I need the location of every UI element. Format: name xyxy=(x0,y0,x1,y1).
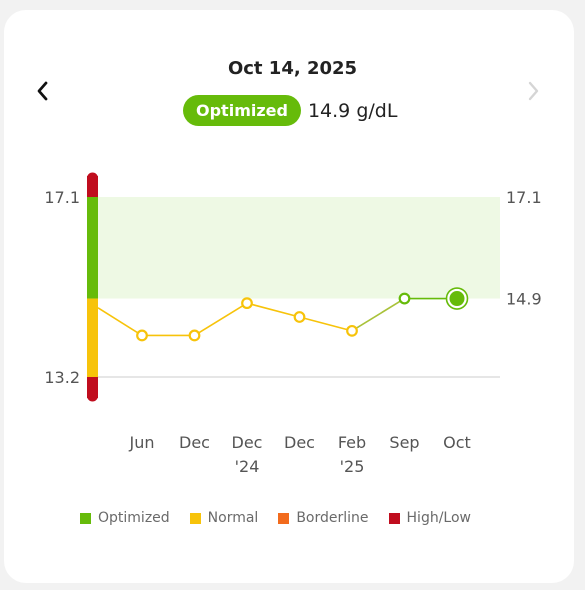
x-tick-label: Dec xyxy=(232,433,263,452)
x-tick-label-year: '25 xyxy=(340,457,365,476)
line-chart: 17.1 13.2 17.1 14.9 Jun Dec Dec '24 Dec Feb '25 Sep… xyxy=(44,172,542,476)
x-tick-label: Oct xyxy=(443,433,471,452)
range-bar-cap-bottom xyxy=(87,390,98,402)
legend-label: High/Low xyxy=(406,510,471,526)
legend-label: Normal xyxy=(207,510,259,526)
series-line-segment xyxy=(194,302,248,337)
data-point xyxy=(398,292,411,305)
range-bar-normal xyxy=(87,298,98,377)
x-tick-label-year: '24 xyxy=(235,457,260,476)
x-tick-label: Jun xyxy=(129,433,155,452)
y-tick-label-left: 13.2 xyxy=(44,368,80,387)
selected-data-point xyxy=(449,291,465,307)
range-bar-optimized xyxy=(87,197,98,299)
legend-item: Normal xyxy=(189,510,259,526)
reading-value: 14.9 g/dL xyxy=(307,99,398,122)
legend-item: Borderline xyxy=(278,510,369,526)
series-line-segment xyxy=(351,297,405,332)
data-point xyxy=(136,329,148,342)
chevron-left-icon xyxy=(37,81,48,101)
series-line-segment xyxy=(97,307,143,337)
legend-item: Optimized xyxy=(80,510,170,526)
range-bar-cap-top xyxy=(87,172,98,184)
next-button[interactable] xyxy=(520,77,548,105)
legend-item: High/Low xyxy=(388,510,471,526)
legend-swatch xyxy=(388,512,400,524)
y-tick-label-left: 17.1 xyxy=(44,188,80,207)
chevron-right-icon xyxy=(528,81,539,101)
data-point xyxy=(346,324,358,337)
legend-swatch xyxy=(80,512,91,524)
range-bar-low xyxy=(87,377,98,398)
reading-date: Oct 14, 2025 xyxy=(227,58,358,79)
legend-swatch xyxy=(278,512,290,524)
y-tick-label-right: 17.1 xyxy=(506,188,542,207)
data-point xyxy=(241,297,253,310)
series-line-segment xyxy=(246,302,300,318)
optimal-range-band xyxy=(96,197,500,299)
range-bar-high xyxy=(87,176,98,197)
status-row: Optimized 14.9 g/dL xyxy=(183,95,397,126)
legend-label: Borderline xyxy=(296,510,369,526)
x-tick-label: Sep xyxy=(389,433,419,452)
previous-button[interactable] xyxy=(28,77,56,105)
x-tick-label: Feb xyxy=(338,433,366,452)
x-tick-label: Dec xyxy=(179,433,210,452)
y-tick-label-right: 14.9 xyxy=(506,290,542,309)
chart-legend: Optimized Normal Borderline High/Low xyxy=(80,510,491,526)
legend-swatch xyxy=(189,512,201,524)
data-point xyxy=(293,311,306,323)
legend-label: Optimized xyxy=(98,510,170,526)
status-badge: Optimized xyxy=(183,95,301,126)
x-tick-label: Dec xyxy=(284,433,315,452)
series-line-segment xyxy=(299,316,353,332)
data-point xyxy=(188,329,201,342)
